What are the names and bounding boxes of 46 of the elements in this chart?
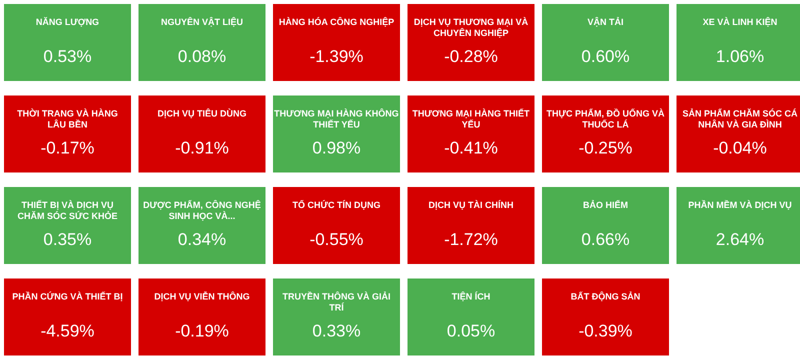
category-label: THƯƠNG MẠI HÀNG THIẾT YẾU (412, 108, 530, 130)
data-label: 0.08% (178, 47, 226, 66)
data-label: -0.19% (175, 322, 229, 340)
data-label: -0.28% (444, 47, 498, 66)
data-label: 2.64% (716, 230, 764, 249)
category-label: BẤT ĐỘNG SẢN (570, 290, 640, 302)
data-label: -0.91% (175, 138, 229, 158)
category-label: TRUYỀN THÔNG VÀ GIẢI TRÍ (282, 290, 391, 312)
data-label: 1.06% (716, 47, 764, 66)
category-label: SẢN PHẨM CHĂM SÓC CÁ NHÂN VÀ GIA ĐÌNH (682, 108, 798, 130)
data-label: -0.41% (444, 138, 498, 158)
category-label: DỊCH VỤ VIỄN THÔNG (154, 290, 250, 302)
data-label: 0.53% (43, 47, 92, 66)
category-label: DỊCH VỤ TIÊU DÙNG (157, 108, 247, 118)
data-label: -0.04% (713, 138, 767, 158)
category-label: THIẾT BỊ VÀ DỊCH VỤ CHĂM SÓC SỨC KHỎE (18, 199, 118, 221)
category-label: VẬN TẢI (588, 16, 624, 27)
data-label: -0.39% (578, 322, 632, 340)
category-label: NĂNG LƯỢNG (36, 17, 100, 27)
data-label: 0.60% (581, 47, 630, 66)
data-label: -0.17% (40, 138, 94, 158)
category-label: TỔ CHỨC TÍN DỤNG (292, 199, 380, 210)
data-label: 0.05% (446, 322, 496, 340)
data-label: 0.33% (312, 322, 361, 340)
category-label: NGUYÊN VẬT LIỆU (160, 16, 244, 27)
category-label: DƯỢC PHẨM, CÔNG NGHỆ SINH HỌC VÀ... (143, 199, 261, 221)
category-label: TIỆN ÍCH (452, 290, 490, 302)
category-label: THƯƠNG MẠI HÀNG KHÔNG THIẾT YẾU (274, 108, 399, 130)
category-label: HÀNG HÓA CÔNG NGHIỆP (278, 16, 394, 27)
category-label: THỜI TRANG VÀ HÀNG LÂU BỀN (17, 108, 118, 130)
category-label: DỊCH VỤ TÀI CHÍNH (428, 200, 514, 210)
data-label: -0.25% (578, 138, 632, 158)
category-label: XE VÀ LINH KIỆN (702, 16, 778, 27)
category-label: PHẦN MỀM VÀ DỊCH VỤ (688, 199, 792, 210)
category-label: DỊCH VỤ THƯƠNG MẠI VÀ CHUYÊN NGHIỆP (414, 17, 529, 38)
category-label: BẢO HIỂM (583, 199, 628, 210)
data-label: 0.98% (312, 138, 361, 158)
category-label: PHẦN CỨNG VÀ THIẾT BỊ (12, 290, 123, 302)
data-label: 0.66% (581, 230, 630, 249)
data-label: -4.59% (40, 322, 94, 340)
data-label: 0.34% (178, 230, 226, 249)
data-label: -1.39% (310, 47, 364, 66)
data-label: -0.55% (310, 230, 364, 249)
data-label: 0.35% (43, 230, 92, 249)
data-label: -1.72% (444, 230, 498, 249)
category-label: THỰC PHẨM, ĐỒ UỐNG VÀ THUỐC LÁ (546, 108, 665, 130)
